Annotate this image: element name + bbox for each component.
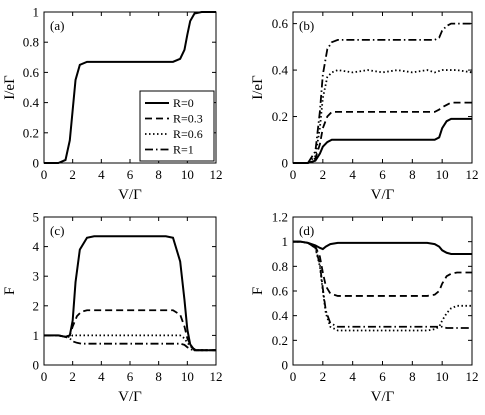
panel-4: 0 2 4 6 8 10 12 0 0.2 0.4 0.6 0.8 1 1.2 V/Γ F (d): [250, 210, 479, 406]
y-tick-label: 0: [33, 156, 40, 171]
series-line-dashdot: [293, 240, 472, 329]
y-tick-label: 0: [282, 156, 289, 171]
x-tick-label: 6: [127, 167, 134, 182]
y-tick-label: 3: [33, 269, 40, 284]
series-line-dashdot: [44, 334, 216, 352]
series-line-dashdot: [293, 22, 472, 164]
series-line-dotted: [293, 240, 472, 332]
y-tick-label: 0.6: [23, 65, 40, 80]
plot-frame: [292, 216, 473, 366]
x-tick-label: 0: [290, 369, 297, 384]
x-tick-label: 12: [210, 167, 223, 182]
x-tick-label: 8: [155, 167, 162, 182]
series-line-solid: [44, 11, 216, 164]
y-tick-label: 0.8: [272, 259, 288, 274]
x-tick-label: 6: [127, 369, 134, 384]
legend-label: R=1: [173, 143, 194, 157]
y-tick-label: 2: [33, 298, 40, 313]
x-tick-label: 10: [181, 167, 194, 182]
x-tick-label: 2: [69, 167, 76, 182]
x-tick-label: 12: [466, 369, 479, 384]
panel-label: (c): [50, 223, 64, 238]
panel-1: 0 2 4 6 8 10 12 0 0.2 0.4 0.6 0.8 1 V/Γ I/eΓ (a): [2, 5, 223, 204]
series-line-dashed: [293, 240, 472, 297]
legend: R=0 R=0.3R=0.6 R=1: [139, 90, 215, 162]
x-tick-label: 0: [41, 369, 48, 384]
x-tick-label: 12: [210, 369, 223, 384]
x-axis-label: V/Γ: [371, 187, 395, 203]
panel-2: 0 2 4 6 8 10 12 0 0.2 0.4 0.6 V/Γ I/eΓ (b): [250, 11, 479, 203]
y-tick-label: 1: [33, 328, 40, 343]
panel-label: (a): [50, 18, 64, 33]
y-axis-label: F: [250, 287, 266, 295]
y-tick-label: 1.2: [272, 210, 288, 225]
x-tick-label: 12: [466, 167, 479, 182]
y-tick-label: 5: [33, 210, 40, 225]
y-tick-label: 0.4: [272, 63, 289, 78]
y-tick-label: 0.8: [23, 35, 39, 50]
legend-label: R=0.6: [173, 127, 203, 141]
series-line-solid: [293, 240, 472, 255]
y-tick-label: 0.2: [23, 125, 39, 140]
y-tick-label: 0.2: [272, 333, 288, 348]
x-axis-label: V/Γ: [371, 389, 395, 405]
y-tick-label: 0.6: [272, 284, 289, 299]
series-line-dotted: [293, 69, 473, 164]
legend-label: R=0.3: [173, 112, 203, 126]
y-tick-label: 1: [282, 234, 289, 249]
y-axis-label: I/eΓ: [2, 75, 18, 100]
x-tick-label: 0: [290, 167, 297, 182]
x-tick-label: 4: [98, 167, 105, 182]
x-tick-label: 2: [320, 167, 327, 182]
x-tick-label: 4: [349, 167, 356, 182]
legend-label: R=0: [173, 96, 194, 110]
y-tick-label: 1: [33, 5, 40, 20]
x-tick-label: 10: [181, 369, 194, 384]
x-axis-label: V/Γ: [118, 187, 142, 203]
series-line-dashed: [293, 101, 472, 164]
y-tick-label: 0: [33, 358, 40, 373]
y-axis-label: F: [2, 287, 18, 295]
series-line-dotted: [44, 334, 216, 352]
panel-label: (b): [299, 18, 314, 33]
x-tick-label: 2: [320, 369, 327, 384]
x-tick-label: 10: [436, 369, 449, 384]
y-tick-label: 0.4: [23, 95, 40, 110]
x-tick-label: 4: [98, 369, 105, 384]
x-tick-label: 10: [436, 167, 449, 182]
y-axis-label: I/eΓ: [250, 75, 266, 100]
y-tick-label: 0.2: [272, 109, 288, 124]
x-tick-label: 8: [409, 369, 416, 384]
x-tick-label: 8: [155, 369, 162, 384]
y-tick-label: 0.4: [272, 308, 289, 323]
y-tick-label: 4: [33, 239, 40, 254]
series-line-dashed: [44, 309, 216, 352]
x-tick-label: 0: [41, 167, 48, 182]
x-tick-label: 8: [409, 167, 416, 182]
x-tick-label: 6: [379, 369, 386, 384]
x-tick-label: 4: [349, 369, 356, 384]
x-tick-label: 2: [69, 369, 76, 384]
y-tick-label: 0.6: [272, 16, 289, 31]
x-axis-label: V/Γ: [118, 389, 142, 405]
panel-label: (d): [299, 223, 314, 238]
x-tick-label: 6: [379, 167, 386, 182]
series-line-solid: [293, 117, 472, 164]
y-tick-label: 0: [282, 358, 289, 373]
